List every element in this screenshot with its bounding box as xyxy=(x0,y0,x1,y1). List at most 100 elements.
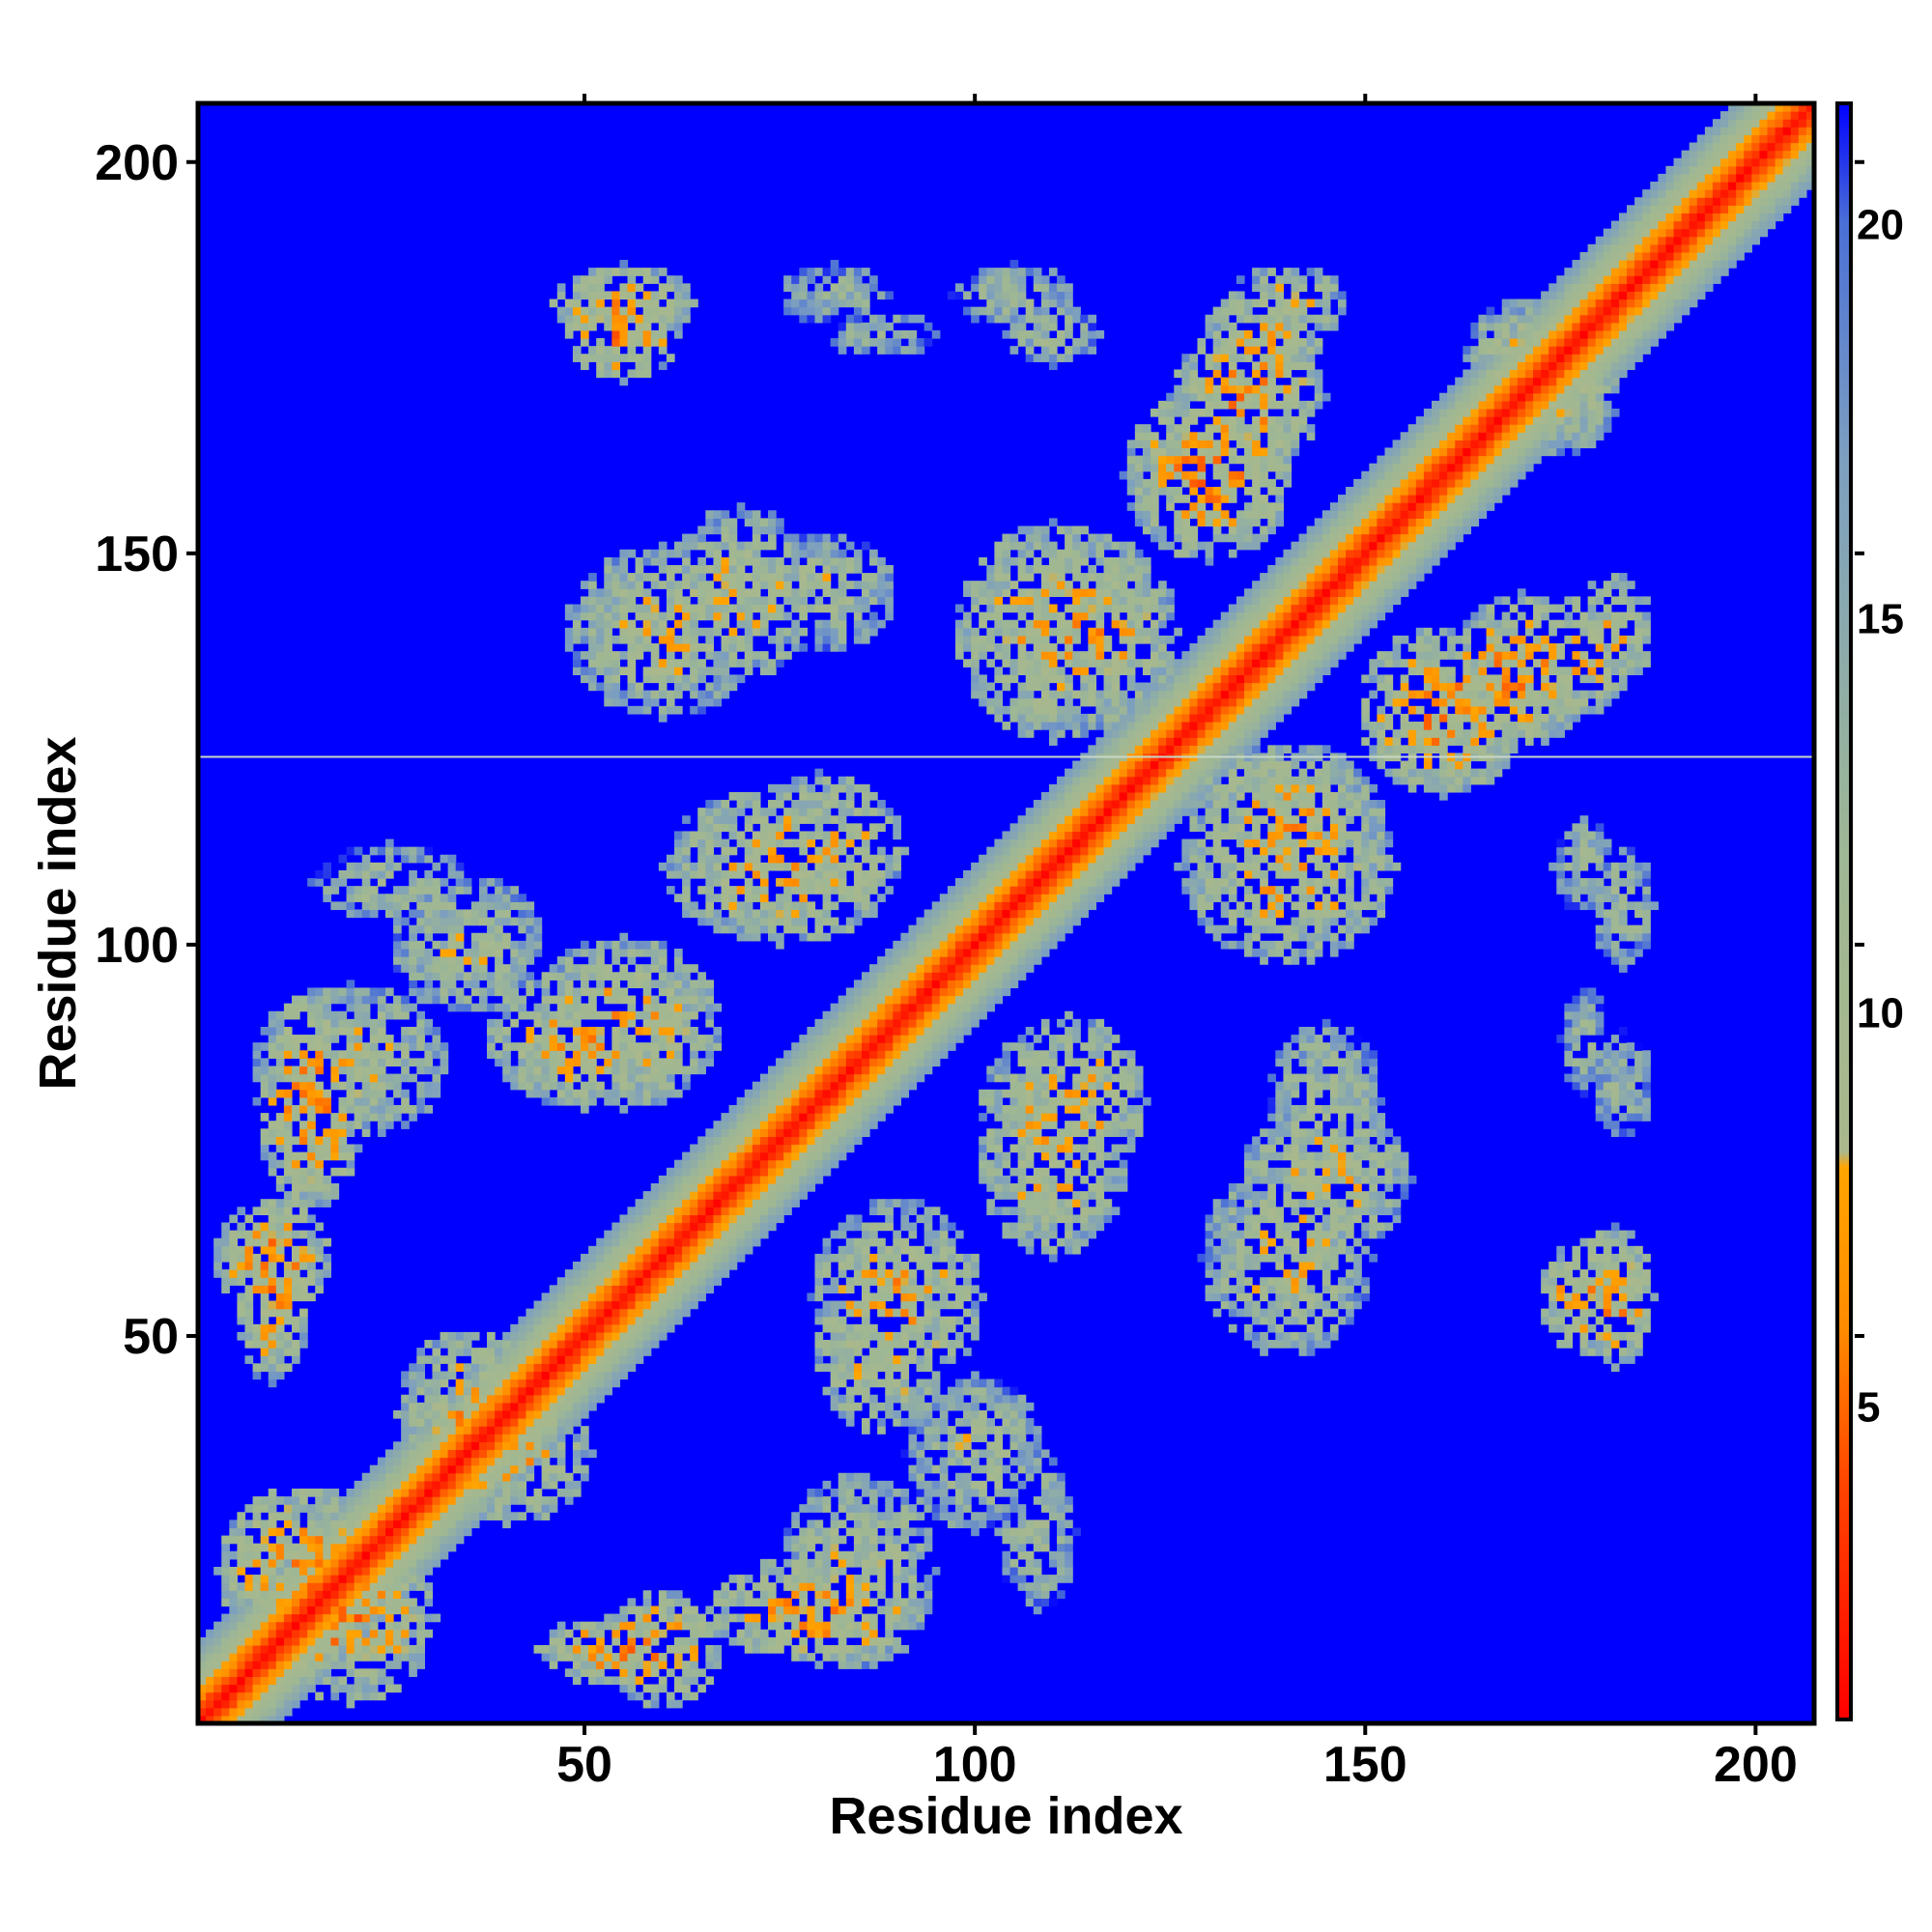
heatmap-cell xyxy=(268,1605,277,1615)
heatmap-cell xyxy=(478,1457,488,1466)
heatmap-cell xyxy=(853,1558,863,1568)
heatmap-cell xyxy=(619,1222,629,1232)
heatmap-cell xyxy=(830,1144,839,1153)
heatmap-cell xyxy=(853,1003,863,1012)
heatmap-cell xyxy=(478,1488,488,1497)
heatmap-cell xyxy=(713,808,723,816)
heatmap-cell xyxy=(455,886,465,895)
heatmap-cell xyxy=(299,1058,308,1067)
heatmap-cell xyxy=(510,1441,519,1451)
heatmap-cell xyxy=(799,1065,808,1075)
heatmap-cell xyxy=(409,1520,417,1529)
heatmap-cell xyxy=(822,1269,832,1278)
heatmap-cell xyxy=(721,659,730,668)
heatmap-cell xyxy=(447,854,457,864)
heatmap-cell xyxy=(682,1300,691,1310)
heatmap-cell xyxy=(650,581,660,589)
heatmap-cell xyxy=(776,635,784,644)
heatmap-cell xyxy=(604,987,612,997)
heatmap-cell xyxy=(697,1167,706,1177)
heatmap-cell xyxy=(736,502,746,511)
heatmap-cell xyxy=(611,1035,621,1043)
heatmap-cell xyxy=(252,1590,262,1599)
heatmap-cell xyxy=(674,1245,683,1255)
heatmap-cell xyxy=(697,972,706,980)
heatmap-cell xyxy=(549,1441,558,1451)
heatmap-cell xyxy=(783,541,792,551)
heatmap-cell xyxy=(510,1386,519,1396)
heatmap-cell xyxy=(588,1300,597,1310)
heatmap-cell xyxy=(619,1605,629,1615)
heatmap-cell xyxy=(564,1653,574,1662)
heatmap-cell xyxy=(674,690,683,699)
heatmap-cell xyxy=(596,1050,605,1059)
heatmap-cell xyxy=(814,1269,824,1278)
heatmap-cell xyxy=(354,1668,363,1677)
heatmap-cell xyxy=(518,1378,527,1388)
heatmap-cell xyxy=(619,1661,629,1669)
heatmap-cell xyxy=(814,1167,824,1177)
heatmap-cell xyxy=(470,964,480,973)
heatmap-cell xyxy=(409,1371,417,1380)
heatmap-cell xyxy=(853,995,863,1005)
heatmap-cell xyxy=(323,1050,331,1059)
heatmap-cell xyxy=(416,1520,425,1529)
heatmap-cell xyxy=(838,1340,847,1349)
heatmap-cell xyxy=(377,1065,386,1075)
heatmap-cell xyxy=(853,549,863,558)
heatmap-cell xyxy=(384,1480,394,1490)
heatmap-cell xyxy=(705,1042,715,1051)
heatmap-cell xyxy=(744,1598,753,1607)
heatmap-cell xyxy=(369,1472,379,1482)
heatmap-cell xyxy=(244,1262,254,1270)
heatmap-cell xyxy=(807,1089,816,1098)
heatmap-cell xyxy=(221,1535,230,1545)
heatmap-cell xyxy=(845,1488,855,1497)
heatmap-cell xyxy=(705,1010,715,1020)
heatmap-cell xyxy=(323,1003,331,1012)
heatmap-cell xyxy=(237,1269,246,1278)
heatmap-cell xyxy=(642,354,652,362)
heatmap-cell xyxy=(455,1434,465,1442)
heatmap-cell xyxy=(853,1496,863,1505)
heatmap-cell xyxy=(455,940,465,950)
heatmap-cell xyxy=(384,1081,394,1091)
heatmap-cell xyxy=(642,1245,652,1255)
heatmap-cell xyxy=(658,322,668,331)
heatmap-cell xyxy=(424,1535,434,1545)
heatmap-cell xyxy=(564,948,574,957)
heatmap-cell xyxy=(541,1441,551,1451)
heatmap-cell xyxy=(799,1175,808,1184)
heatmap-cell xyxy=(611,1371,621,1380)
heatmap-cell xyxy=(666,659,675,668)
heatmap-cell xyxy=(759,831,769,840)
heatmap-cell xyxy=(690,619,698,629)
heatmap-cell xyxy=(697,1058,706,1067)
heatmap-cell xyxy=(690,1300,698,1310)
heatmap-cell xyxy=(244,1644,254,1654)
heatmap-cell xyxy=(275,1065,285,1075)
heatmap-cell xyxy=(845,1050,855,1059)
heatmap-cell xyxy=(447,917,457,926)
heatmap-cell xyxy=(377,1050,386,1059)
heatmap-cell xyxy=(635,980,644,989)
heatmap-cell xyxy=(307,1058,316,1067)
heatmap-cell xyxy=(556,1089,566,1098)
heatmap-cell xyxy=(642,1262,652,1270)
heatmap-cell xyxy=(713,800,723,809)
heatmap-cell xyxy=(783,1191,792,1200)
heatmap-cell xyxy=(432,1613,441,1623)
heatmap-cell xyxy=(728,862,738,871)
heatmap-cell xyxy=(252,1629,262,1638)
heatmap-cell xyxy=(229,1245,239,1255)
heatmap-cell xyxy=(619,1050,629,1059)
heatmap-cell xyxy=(822,619,832,629)
heatmap-cell xyxy=(541,1058,551,1067)
heatmap-cell xyxy=(713,573,723,582)
heatmap-cell xyxy=(658,291,668,300)
heatmap-cell xyxy=(549,1418,558,1427)
heatmap-cell xyxy=(721,1144,730,1153)
heatmap-cell xyxy=(526,1371,535,1380)
heatmap-cell xyxy=(291,1355,300,1364)
heatmap-cell xyxy=(307,1144,316,1153)
